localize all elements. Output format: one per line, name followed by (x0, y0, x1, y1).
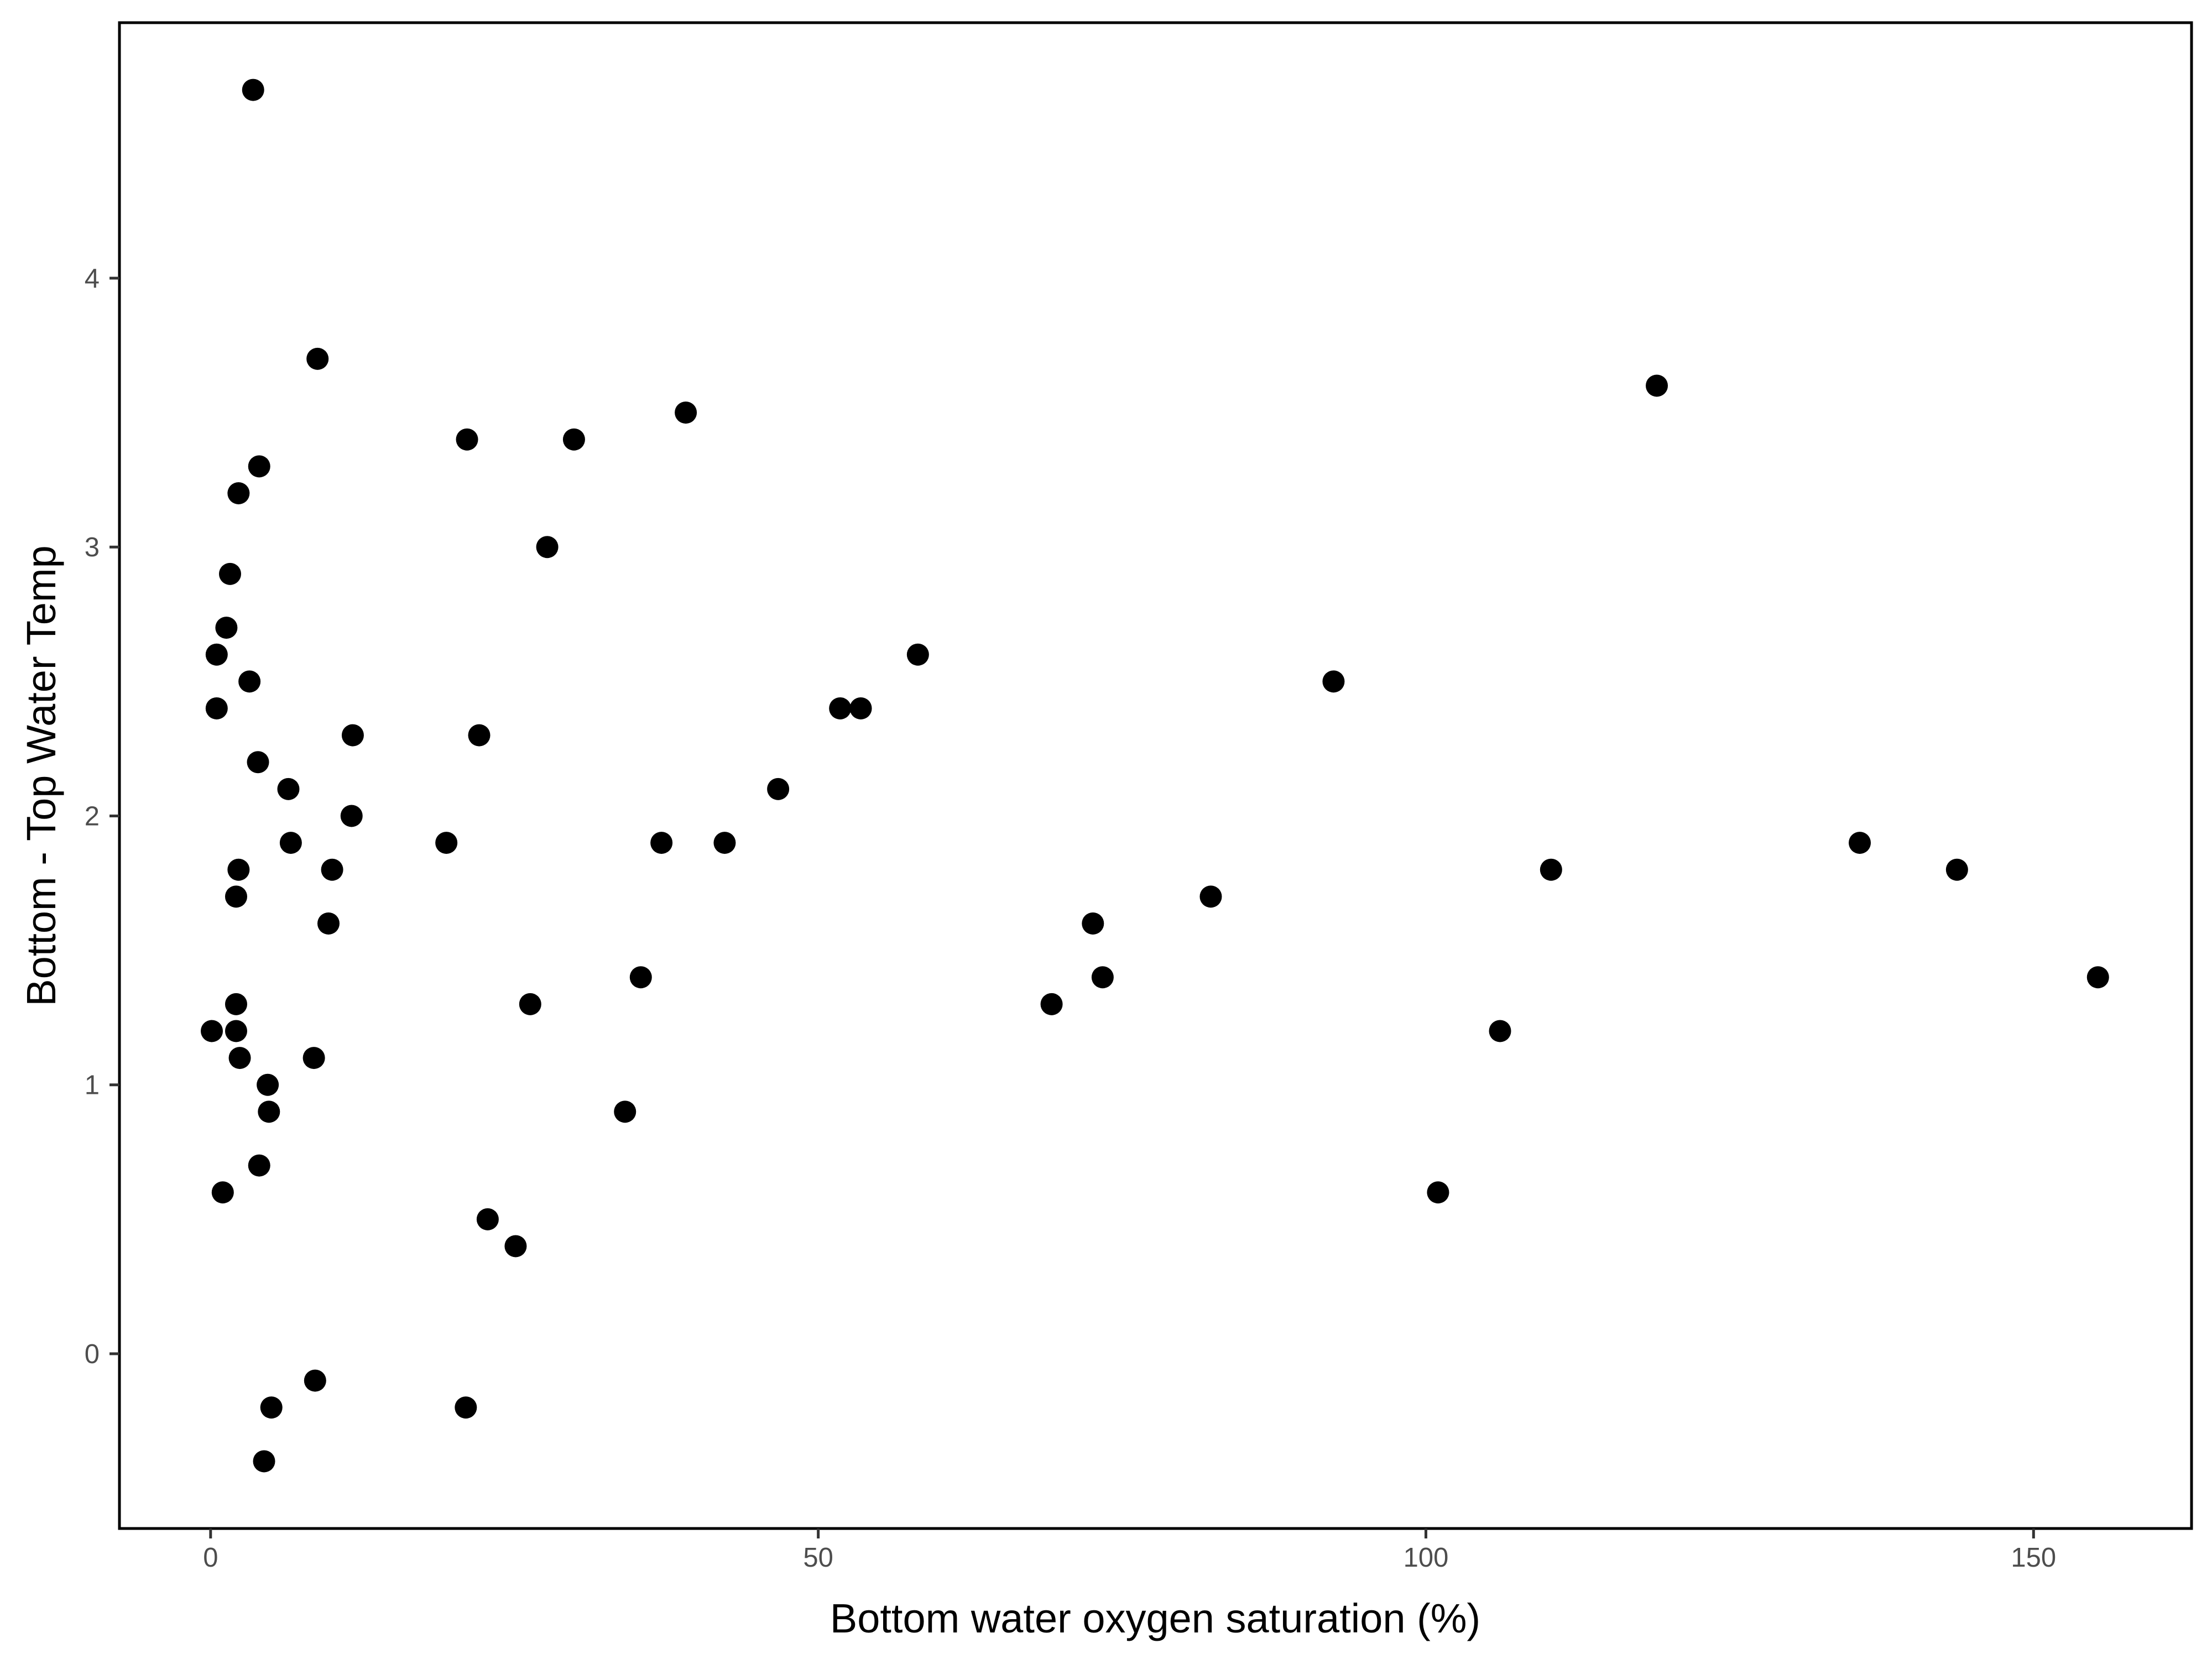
data-point (1322, 670, 1345, 693)
y-axis: 0 1 2 3 4 (85, 264, 119, 1369)
data-point (302, 1047, 325, 1070)
data-point (1040, 993, 1063, 1015)
y-axis-title: Bottom - Top Water Temp (18, 545, 64, 1006)
data-point (1540, 858, 1562, 881)
x-tick-label: 0 (203, 1543, 218, 1573)
data-point (435, 832, 458, 854)
data-point (1199, 885, 1222, 908)
data-point (2086, 966, 2109, 989)
data-point (211, 1181, 234, 1204)
data-point (614, 1100, 637, 1123)
x-tick-label: 100 (1404, 1543, 1449, 1573)
data-point (562, 428, 585, 451)
data-point (201, 1020, 223, 1042)
data-point (321, 858, 343, 881)
data-point (227, 858, 250, 881)
data-point (218, 562, 241, 585)
data-point (317, 912, 340, 935)
points-layer (201, 79, 2109, 1473)
data-point (675, 401, 697, 424)
x-tick-label: 150 (2011, 1543, 2056, 1573)
data-point (227, 482, 250, 504)
y-tick-label: 3 (85, 533, 100, 562)
data-point (304, 1369, 326, 1392)
y-tick-label: 1 (85, 1071, 100, 1100)
data-point (713, 832, 736, 854)
data-point (225, 993, 247, 1015)
data-point (455, 1396, 477, 1419)
data-point (260, 1396, 283, 1419)
data-point (504, 1235, 527, 1258)
data-point (1646, 374, 1668, 397)
data-point (258, 1100, 280, 1123)
data-point (277, 778, 300, 800)
data-point (225, 1020, 247, 1042)
data-point (650, 832, 673, 854)
data-point (1489, 1020, 1511, 1042)
data-point (341, 724, 364, 747)
data-point (456, 428, 478, 451)
data-point (536, 536, 559, 559)
data-point (238, 670, 261, 693)
data-point (629, 966, 652, 989)
data-point (225, 885, 247, 908)
data-point (468, 724, 491, 747)
data-point (306, 347, 329, 370)
y-tick-label: 0 (85, 1339, 100, 1369)
data-point (1427, 1181, 1449, 1204)
data-point (247, 751, 269, 774)
data-point (829, 697, 852, 719)
x-axis-title: Bottom water oxygen saturation (%) (830, 1595, 1480, 1641)
data-point (253, 1450, 275, 1473)
data-point (1849, 832, 1871, 854)
data-point (476, 1208, 499, 1230)
data-point (1082, 912, 1104, 935)
panel-border (118, 21, 2193, 1530)
data-point (205, 643, 228, 666)
data-point (257, 1073, 279, 1096)
data-point (767, 778, 790, 800)
data-point (906, 643, 929, 666)
data-point (1945, 858, 1968, 881)
x-axis: 0 50 100 150 (203, 1528, 2056, 1573)
data-point (1091, 966, 1114, 989)
data-point (248, 455, 270, 478)
data-point (228, 1047, 251, 1070)
data-point (205, 697, 228, 719)
data-point (248, 1154, 270, 1177)
data-point (242, 79, 264, 101)
y-tick-label: 2 (85, 801, 100, 831)
data-point (519, 993, 541, 1015)
data-point (279, 832, 302, 854)
data-point (849, 697, 872, 719)
y-tick-label: 4 (85, 264, 100, 294)
x-tick-label: 50 (803, 1543, 833, 1573)
data-point (340, 805, 363, 827)
data-point (215, 617, 238, 639)
